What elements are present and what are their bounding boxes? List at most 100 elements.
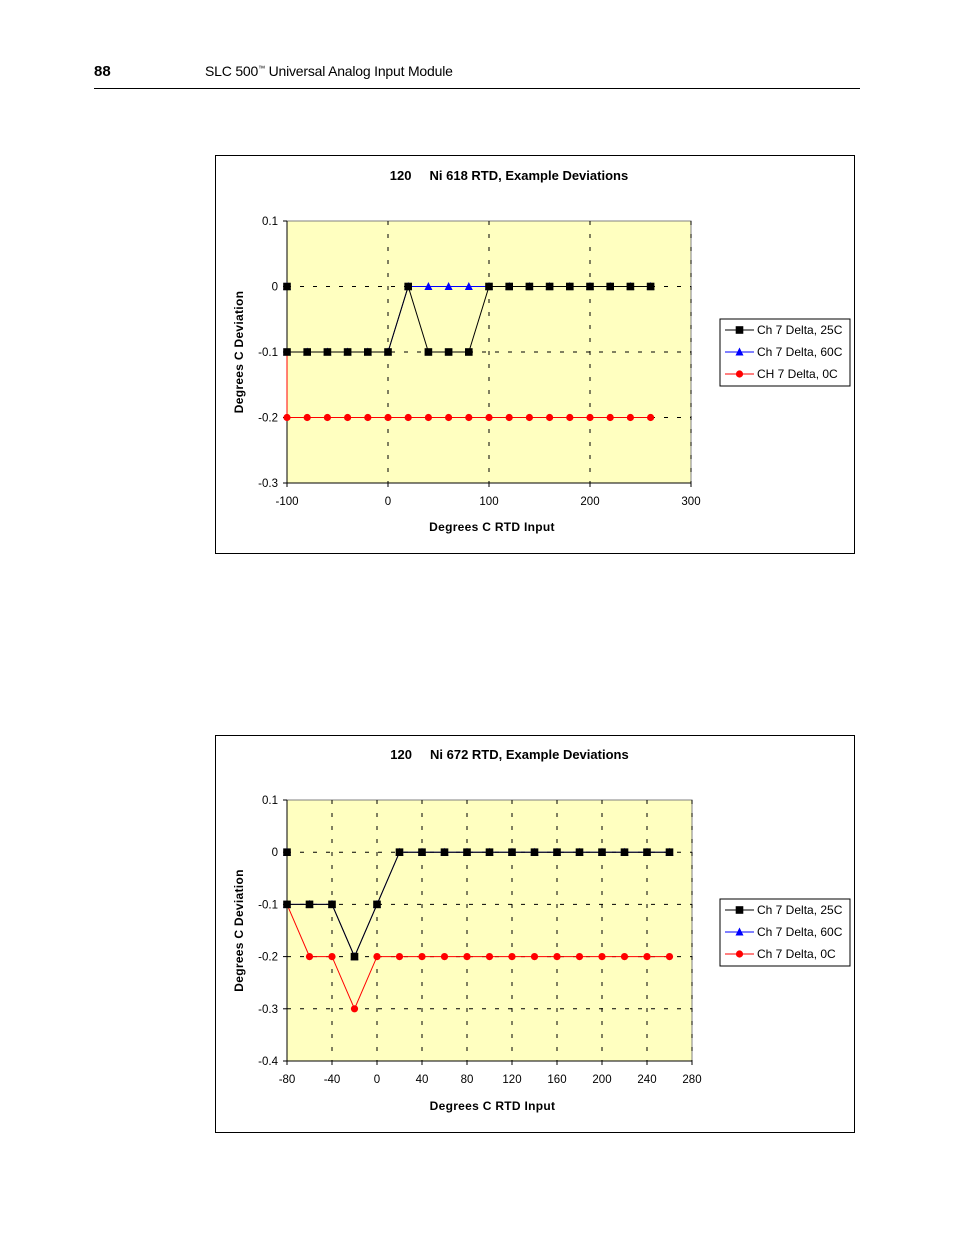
- x-tick-label: 200: [580, 496, 599, 508]
- x-tick-label: -40: [324, 1074, 341, 1086]
- legend-item: Ch 7 Delta, 60C: [725, 925, 843, 939]
- data-point: [620, 848, 629, 856]
- x-tick-label: 80: [461, 1074, 474, 1086]
- page-header: 88 SLC 500™ Universal Analog Input Modul…: [94, 60, 860, 89]
- y-tick-label: -0.2: [258, 952, 278, 964]
- legend-item: Ch 7 Delta, 60C: [725, 345, 843, 359]
- data-point: [395, 953, 404, 961]
- data-point: [303, 413, 311, 422]
- chart-title-text: Ni 672 RTD, Example Deviations: [430, 747, 629, 762]
- y-tick-label: 0.1: [262, 216, 278, 228]
- data-point: [364, 413, 372, 422]
- legend-marker: [735, 927, 744, 936]
- data-point: [647, 413, 655, 422]
- x-tick-label: 300: [681, 496, 700, 508]
- data-point: [606, 413, 614, 422]
- data-point: [620, 953, 629, 961]
- x-tick-label: 120: [502, 1074, 521, 1086]
- data-point: [565, 282, 574, 291]
- running-title-prefix: SLC 500: [205, 63, 259, 79]
- legend-label: Ch 7 Delta, 0C: [757, 947, 836, 961]
- legend-marker: [735, 950, 744, 958]
- data-point: [445, 413, 453, 422]
- x-axis-label: Degrees C RTD Input: [430, 1099, 556, 1113]
- x-axis-label: Degrees C RTD Input: [429, 520, 555, 534]
- legend-marker: [735, 326, 744, 334]
- x-tick-label: 160: [547, 1074, 566, 1086]
- data-point: [350, 952, 359, 961]
- data-point: [545, 282, 554, 291]
- data-point: [440, 848, 449, 856]
- data-point: [283, 900, 291, 909]
- legend-item: Ch 7 Delta, 25C: [725, 323, 843, 337]
- running-title: SLC 500™ Universal Analog Input Module: [205, 63, 453, 79]
- data-point: [586, 282, 594, 291]
- x-tick-label: 280: [682, 1074, 701, 1086]
- data-point: [424, 348, 433, 356]
- data-point: [505, 413, 513, 422]
- data-point: [303, 348, 311, 356]
- x-tick-label: 200: [592, 1074, 611, 1086]
- legend: Ch 7 Delta, 25C Ch 7 Delta, 60C Ch 7 Delta…: [719, 898, 851, 967]
- data-point: [598, 848, 606, 856]
- chart-title-text: Ni 618 RTD, Example Deviations: [430, 168, 629, 183]
- data-point: [373, 953, 381, 961]
- y-tick-label: -0.1: [258, 899, 278, 911]
- data-point: [485, 848, 494, 856]
- data-point: [404, 413, 412, 422]
- data-point: [626, 413, 634, 422]
- data-point: [598, 953, 606, 961]
- data-point: [485, 953, 494, 961]
- legend-label: Ch 7 Delta, 25C: [757, 323, 843, 337]
- data-point: [525, 282, 534, 291]
- data-point: [646, 282, 655, 291]
- x-tick-label: 0: [385, 496, 391, 508]
- data-point: [424, 282, 433, 290]
- data-point: [283, 282, 291, 291]
- data-point: [463, 848, 471, 856]
- running-title-suffix: Universal Analog Input Module: [264, 63, 453, 79]
- data-point: [463, 953, 471, 961]
- legend-label: Ch 7 Delta, 25C: [757, 903, 843, 917]
- chart-title: 120 Ni 618 RTD, Example Deviations: [390, 168, 628, 183]
- data-point: [643, 953, 651, 961]
- data-point: [465, 348, 473, 356]
- chart-ni672-svg: 120 Ni 672 RTD, Example Deviations 0.1 0 -0.…: [232, 747, 851, 1113]
- chart-title-number: 120: [390, 168, 412, 183]
- chart-ni618: 120 Ni 618 RTD, Example Deviations 0.1 0 -0.…: [215, 155, 855, 554]
- legend-marker: [735, 347, 744, 356]
- data-point: [546, 413, 554, 422]
- data-point: [665, 848, 674, 856]
- chart-title: 120 Ni 672 RTD, Example Deviations: [390, 747, 628, 762]
- data-point: [305, 900, 314, 909]
- legend-marker: [735, 906, 744, 914]
- series-0: [283, 848, 674, 961]
- data-point: [364, 348, 372, 356]
- legend-label: Ch 7 Delta, 60C: [757, 345, 843, 359]
- series-2: [283, 282, 655, 422]
- x-tick-label: -80: [279, 1074, 296, 1086]
- data-point: [553, 848, 561, 856]
- data-point: [553, 953, 561, 961]
- x-tick-label: 0: [374, 1074, 380, 1086]
- data-point: [505, 282, 514, 291]
- data-point: [525, 413, 533, 422]
- data-point: [575, 953, 584, 961]
- data-point: [444, 282, 453, 290]
- data-point: [344, 413, 352, 422]
- data-point: [424, 413, 432, 422]
- data-point: [508, 953, 516, 961]
- y-tick-label: 0: [272, 847, 278, 859]
- y-tick-label: -0.1: [258, 347, 278, 359]
- legend-item: Ch 7 Delta, 25C: [725, 903, 843, 917]
- data-point: [586, 413, 594, 422]
- legend-item: CH 7 Delta, 0C: [725, 367, 838, 381]
- legend-marker: [735, 370, 744, 378]
- x-tick-label: 100: [479, 496, 498, 508]
- data-point: [444, 348, 453, 356]
- y-axis-label: Degrees C Deviation: [232, 291, 246, 413]
- x-tick-label: 240: [637, 1074, 656, 1086]
- trademark-symbol: ™: [258, 65, 265, 73]
- data-point: [508, 848, 516, 856]
- data-point: [283, 348, 291, 356]
